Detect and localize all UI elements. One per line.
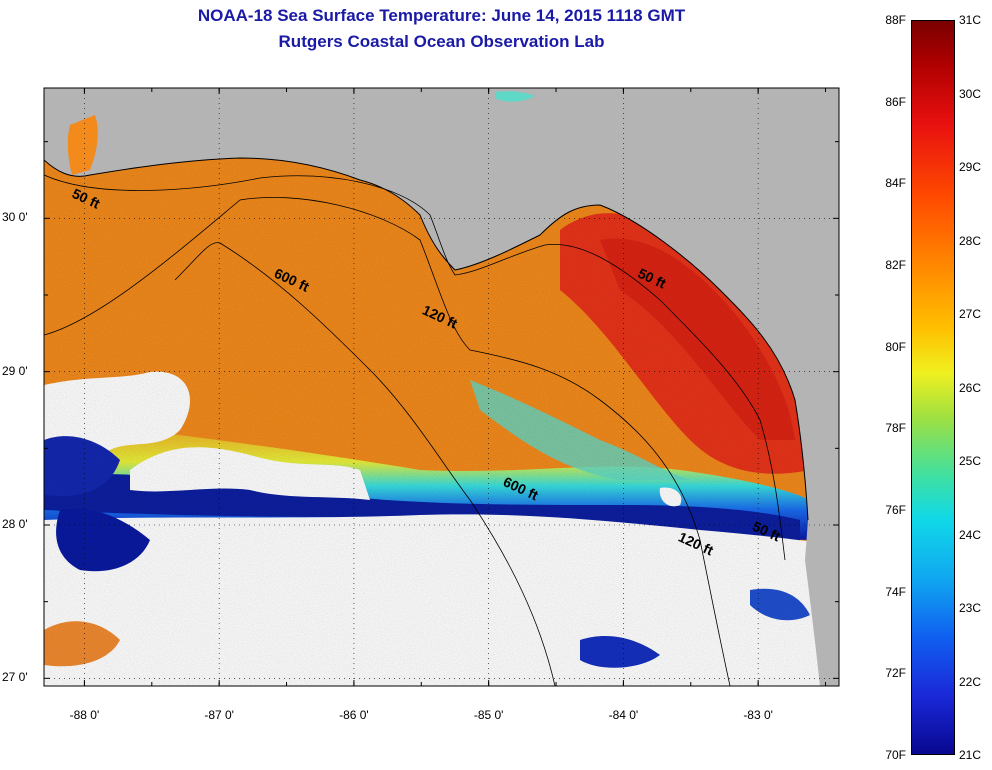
colorbar-fahrenheit-label: 70F bbox=[885, 748, 906, 762]
colorbar-fahrenheit-label: 76F bbox=[885, 503, 906, 517]
colorbar-fahrenheit-label: 84F bbox=[885, 176, 906, 191]
colorbar-celsius-label: 24C bbox=[959, 527, 982, 542]
lat-tick-label: 27 0' bbox=[2, 670, 28, 685]
lon-tick-label: -87 0' bbox=[204, 708, 234, 722]
colorbar-celsius-label: 31C bbox=[959, 13, 982, 27]
colorbar-fahrenheit-label: 86F bbox=[885, 94, 906, 109]
lat-tick-label: 29 0' bbox=[2, 363, 28, 378]
coastline bbox=[44, 157, 809, 521]
lon-tick-label: -83 0' bbox=[743, 708, 773, 722]
land-mass bbox=[44, 88, 839, 545]
colorbar-celsius-label: 21C bbox=[959, 748, 982, 762]
temperature-colorbar bbox=[911, 20, 955, 755]
colorbar-fahrenheit-label: 72F bbox=[885, 666, 906, 681]
colorbar-fahrenheit-label: 78F bbox=[885, 421, 906, 436]
colorbar-celsius-label: 26C bbox=[959, 380, 982, 395]
lon-tick-label: -84 0' bbox=[608, 708, 639, 722]
colorbar-fahrenheit-label: 80F bbox=[885, 339, 906, 354]
colorbar-celsius-label: 30C bbox=[959, 86, 982, 101]
colorbar-celsius-label: 27C bbox=[959, 307, 982, 321]
isobath-600ft bbox=[174, 242, 556, 686]
colorbar-celsius-label: 29C bbox=[959, 160, 982, 174]
colorbar-celsius-label: 22C bbox=[959, 674, 982, 689]
colorbar-fahrenheit-label: 74F bbox=[885, 584, 906, 599]
colorbar-fahrenheit-label: 82F bbox=[885, 258, 906, 272]
colorbar-fahrenheit-label: 88F bbox=[885, 13, 906, 27]
map-title: NOAA-18 Sea Surface Temperature: June 14… bbox=[197, 6, 686, 25]
isobath-50ft bbox=[44, 174, 786, 561]
colorbar-celsius-label: 23C bbox=[959, 601, 982, 615]
lat-tick-label: 28 0' bbox=[2, 517, 28, 531]
map-subtitle: Rutgers Coastal Ocean Observation Lab bbox=[278, 32, 605, 51]
isobath-120ft bbox=[44, 197, 731, 686]
lat-tick-label: 30 0' bbox=[2, 210, 28, 225]
lon-tick-label: -86 0' bbox=[339, 708, 369, 722]
lon-tick-label: -85 0' bbox=[473, 708, 504, 722]
map-frame bbox=[43, 87, 840, 687]
colorbar-celsius-label: 28C bbox=[959, 233, 982, 248]
lon-tick-label: -88 0' bbox=[69, 708, 100, 722]
colorbar-celsius-label: 25C bbox=[959, 454, 982, 468]
